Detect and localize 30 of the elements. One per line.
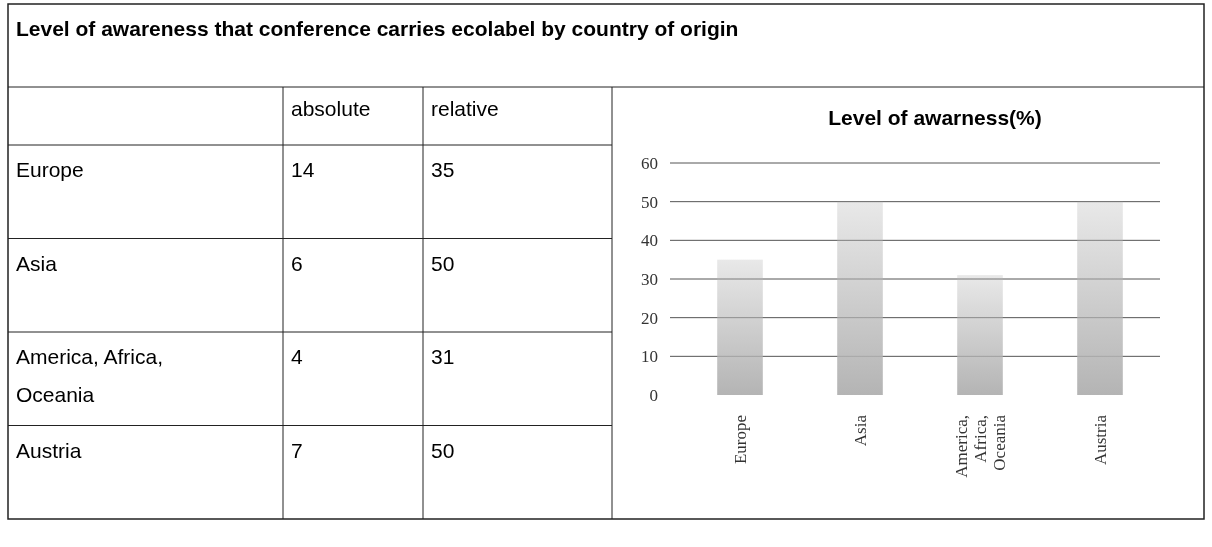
bar bbox=[957, 275, 1003, 395]
y-tick-label: 20 bbox=[641, 308, 658, 328]
category-label: Asia bbox=[16, 251, 58, 275]
chart-title: Level of awarness(%) bbox=[828, 106, 1042, 129]
y-tick-label: 10 bbox=[641, 347, 658, 367]
category-label: America, Africa, Oceania bbox=[16, 345, 164, 406]
text: Level of awareness that conference carries ecolabel by country of origin bbox=[16, 17, 739, 40]
bar bbox=[1077, 201, 1123, 395]
text: absolute bbox=[291, 97, 371, 120]
data-label: 14 bbox=[291, 158, 315, 181]
x-tick-label: America, Africa, Oceania bbox=[952, 414, 1009, 478]
text: relative bbox=[431, 97, 499, 120]
category-label: Europe bbox=[16, 158, 84, 181]
x-tick-label: Asia bbox=[851, 414, 870, 447]
bar bbox=[717, 259, 763, 395]
data-label: 7 bbox=[291, 438, 303, 462]
y-tick-label: 40 bbox=[641, 231, 658, 251]
data-label: 35 bbox=[431, 158, 455, 181]
y-tick-label: 0 bbox=[649, 385, 658, 405]
x-tick-label: Austria bbox=[1091, 414, 1110, 466]
x-tick-label: Europe bbox=[731, 415, 750, 465]
data-label: 31 bbox=[431, 345, 455, 368]
data-label: 50 bbox=[431, 251, 455, 275]
y-tick-label: 60 bbox=[641, 153, 658, 173]
data-label: 6 bbox=[291, 251, 303, 275]
data-label: 50 bbox=[431, 438, 455, 462]
data-label: 4 bbox=[291, 345, 303, 368]
bar bbox=[837, 201, 883, 395]
y-tick-label: 30 bbox=[641, 269, 658, 289]
y-tick-label: 50 bbox=[641, 192, 658, 212]
